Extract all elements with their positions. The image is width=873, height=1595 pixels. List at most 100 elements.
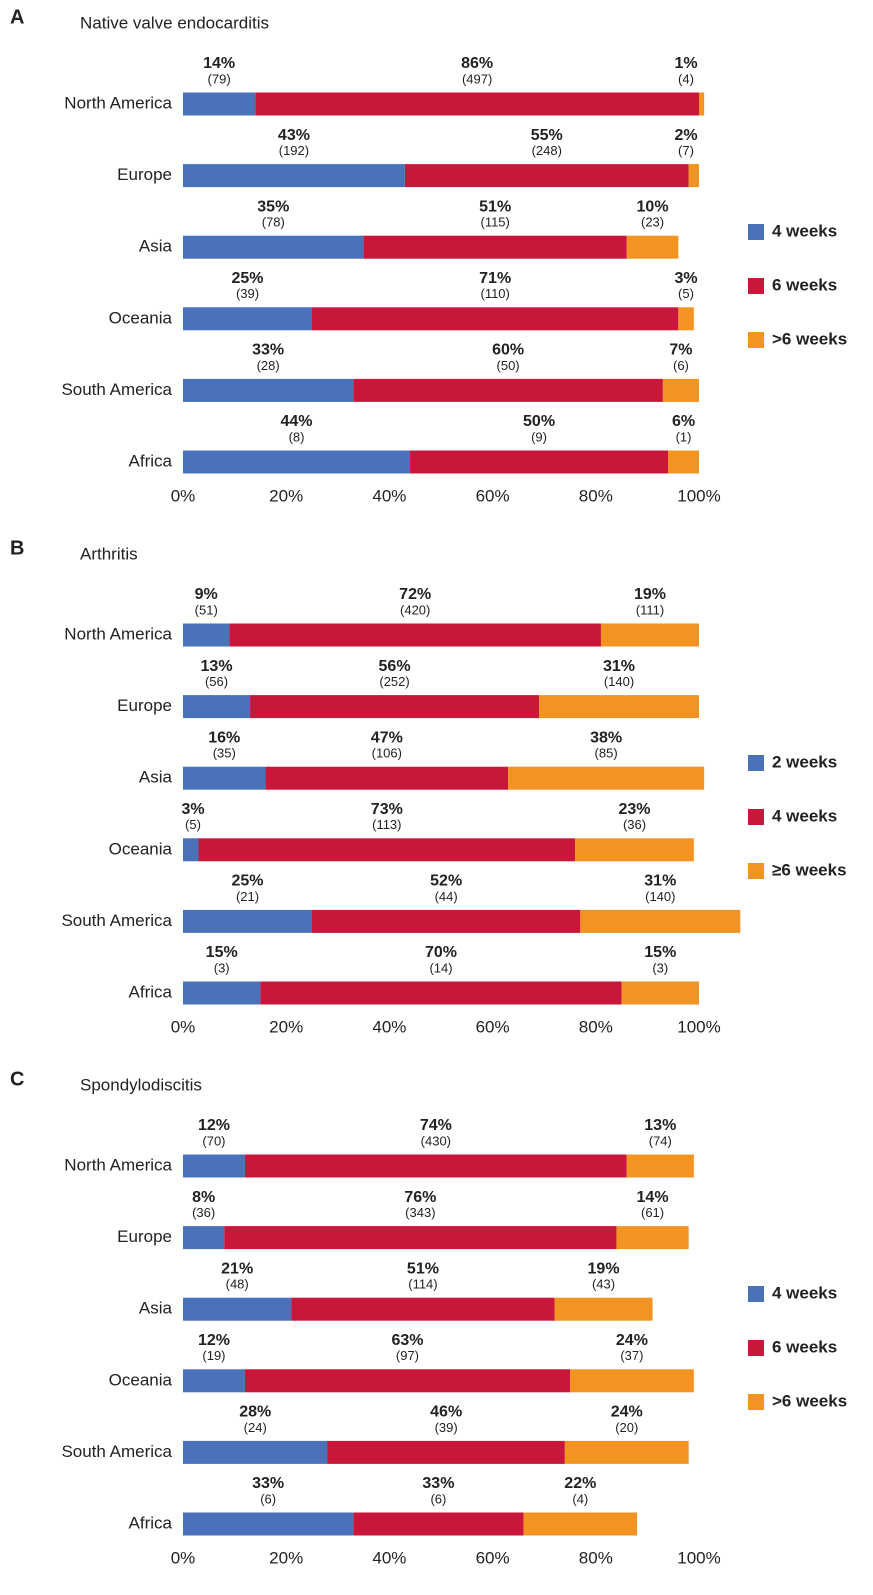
- panel-letter: B: [10, 537, 24, 559]
- bar-segment: [183, 838, 199, 862]
- percent-label: 15%: [206, 944, 238, 961]
- count-label: (1): [676, 429, 692, 444]
- percent-label: 72%: [399, 586, 431, 603]
- bar-segment: [580, 909, 741, 933]
- bar-segment: [554, 1297, 653, 1321]
- count-label: (78): [262, 215, 285, 230]
- count-label: (7): [678, 143, 694, 158]
- percent-label: 23%: [618, 801, 650, 818]
- count-label: (50): [497, 358, 520, 373]
- percent-label: 12%: [198, 1117, 230, 1134]
- count-label: (97): [396, 1348, 419, 1363]
- percent-label: 63%: [391, 1332, 423, 1349]
- category-label: Asia: [139, 237, 173, 256]
- bar-segment: [183, 695, 251, 719]
- legend-swatch: [748, 278, 764, 294]
- bar-segment: [327, 1440, 565, 1464]
- count-label: (6): [673, 358, 689, 373]
- bar-segment: [539, 695, 699, 719]
- count-label: (56): [205, 674, 228, 689]
- category-label: Oceania: [109, 1370, 173, 1389]
- count-label: (9): [531, 429, 547, 444]
- legend-label: 4 weeks: [772, 806, 837, 825]
- category-label: South America: [61, 1442, 172, 1461]
- category-label: Europe: [117, 696, 172, 715]
- category-label: South America: [61, 911, 172, 930]
- percent-label: 8%: [192, 1189, 215, 1206]
- count-label: (61): [641, 1205, 664, 1220]
- bar-segment: [183, 981, 261, 1005]
- percent-label: 24%: [611, 1404, 643, 1421]
- bar-segment: [183, 450, 411, 474]
- count-label: (140): [645, 889, 675, 904]
- legend-swatch: [748, 332, 764, 348]
- percent-label: 13%: [644, 1117, 676, 1134]
- panel-title: Arthritis: [80, 544, 138, 563]
- bar-segment: [183, 1369, 245, 1393]
- percent-label: 38%: [590, 729, 622, 746]
- legend-label: 6 weeks: [772, 1337, 837, 1356]
- bar-segment: [183, 1512, 354, 1536]
- count-label: (37): [620, 1348, 643, 1363]
- bar-segment: [312, 909, 581, 933]
- bar-segment: [260, 981, 622, 1005]
- count-label: (21): [236, 889, 259, 904]
- percent-label: 13%: [201, 658, 233, 675]
- percent-label: 7%: [669, 342, 692, 359]
- category-label: North America: [64, 1155, 172, 1174]
- percent-label: 33%: [252, 1475, 284, 1492]
- bar-segment: [183, 1226, 225, 1250]
- percent-label: 74%: [420, 1117, 452, 1134]
- category-label: Africa: [129, 451, 173, 470]
- percent-label: 2%: [674, 127, 697, 144]
- legend-swatch: [748, 863, 764, 879]
- x-tick-label: 40%: [372, 486, 406, 505]
- count-label: (20): [615, 1420, 638, 1435]
- bar-segment: [183, 1154, 245, 1178]
- legend-label: 2 weeks: [772, 752, 837, 771]
- bar-segment: [255, 92, 700, 116]
- bar-segment: [229, 623, 601, 647]
- category-label: Asia: [139, 1299, 173, 1318]
- x-tick-label: 100%: [677, 486, 720, 505]
- bar-segment: [621, 981, 699, 1005]
- percent-label: 86%: [461, 55, 493, 72]
- bar-segment: [183, 164, 405, 188]
- count-label: (248): [532, 143, 562, 158]
- count-label: (39): [435, 1420, 458, 1435]
- percent-label: 14%: [203, 55, 235, 72]
- count-label: (43): [592, 1277, 615, 1292]
- bar-segment: [250, 695, 540, 719]
- bar-segment: [353, 378, 663, 402]
- count-label: (420): [400, 602, 430, 617]
- legend-swatch: [748, 755, 764, 771]
- percent-label: 46%: [430, 1404, 462, 1421]
- bar-segment: [198, 838, 576, 862]
- percent-label: 25%: [231, 270, 263, 287]
- bar-segment: [523, 1512, 638, 1536]
- x-tick-label: 20%: [269, 1017, 303, 1036]
- percent-label: 33%: [252, 342, 284, 359]
- count-label: (23): [641, 215, 664, 230]
- bar-segment: [291, 1297, 555, 1321]
- count-label: (497): [462, 71, 492, 86]
- percent-label: 24%: [616, 1332, 648, 1349]
- count-label: (252): [379, 674, 409, 689]
- category-label: South America: [61, 380, 172, 399]
- percent-label: 19%: [588, 1260, 620, 1277]
- bar-segment: [353, 1512, 524, 1536]
- count-label: (106): [372, 746, 402, 761]
- count-label: (5): [185, 817, 201, 832]
- count-label: (39): [236, 286, 259, 301]
- percent-label: 31%: [603, 658, 635, 675]
- bar-segment: [404, 164, 689, 188]
- percent-label: 28%: [239, 1404, 271, 1421]
- count-label: (28): [257, 358, 280, 373]
- x-tick-label: 60%: [476, 1548, 510, 1567]
- bar-segment: [183, 92, 256, 116]
- bar-segment: [224, 1226, 617, 1250]
- bar-segment: [244, 1154, 627, 1178]
- bar-segment: [183, 1440, 328, 1464]
- count-label: (5): [678, 286, 694, 301]
- bar-segment: [688, 164, 699, 188]
